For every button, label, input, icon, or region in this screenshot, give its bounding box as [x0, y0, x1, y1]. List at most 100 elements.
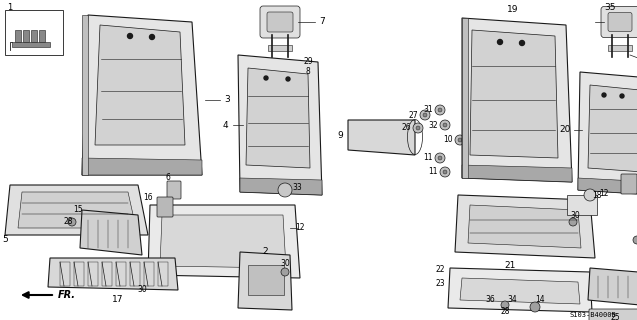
Circle shape — [438, 156, 442, 160]
Bar — [608, 44, 632, 51]
Bar — [248, 265, 284, 295]
Polygon shape — [160, 215, 286, 268]
Bar — [130, 262, 140, 286]
Circle shape — [455, 135, 465, 145]
Circle shape — [423, 113, 427, 117]
Polygon shape — [578, 72, 637, 195]
Polygon shape — [18, 192, 136, 228]
Bar — [23, 30, 29, 42]
Circle shape — [602, 93, 606, 97]
Bar — [88, 262, 98, 286]
Circle shape — [440, 167, 450, 177]
Bar — [116, 262, 126, 286]
Text: 2: 2 — [262, 247, 268, 257]
Polygon shape — [470, 30, 558, 158]
Text: S103-B4000B: S103-B4000B — [570, 312, 617, 318]
Polygon shape — [95, 25, 185, 145]
Text: 5: 5 — [2, 236, 8, 244]
Polygon shape — [578, 178, 637, 195]
Text: 11: 11 — [423, 154, 433, 163]
Bar — [5, 10, 63, 55]
FancyBboxPatch shape — [621, 174, 637, 194]
Text: 30: 30 — [280, 260, 290, 268]
Circle shape — [620, 94, 624, 98]
Circle shape — [420, 110, 430, 120]
Bar — [74, 262, 84, 286]
Text: 9: 9 — [337, 131, 343, 140]
Text: 30: 30 — [137, 285, 147, 294]
Text: 11: 11 — [428, 167, 438, 177]
Text: 30: 30 — [570, 211, 580, 220]
Text: 27: 27 — [408, 110, 418, 119]
Circle shape — [264, 76, 268, 80]
Text: 23: 23 — [435, 278, 445, 287]
FancyBboxPatch shape — [601, 6, 637, 37]
Polygon shape — [460, 278, 580, 304]
Text: 29: 29 — [303, 58, 313, 67]
Text: 12: 12 — [296, 223, 304, 233]
Polygon shape — [455, 195, 595, 258]
Circle shape — [278, 183, 292, 197]
Polygon shape — [82, 15, 88, 175]
FancyBboxPatch shape — [589, 309, 637, 320]
Text: 25: 25 — [610, 314, 620, 320]
Polygon shape — [588, 85, 637, 172]
Bar — [158, 262, 168, 286]
Circle shape — [501, 301, 509, 309]
Bar — [268, 45, 292, 51]
Circle shape — [438, 108, 442, 112]
Polygon shape — [468, 205, 581, 248]
Circle shape — [584, 189, 596, 201]
Text: 17: 17 — [112, 295, 124, 305]
Circle shape — [416, 126, 420, 130]
Circle shape — [633, 236, 637, 244]
Bar — [567, 195, 597, 215]
Text: 18: 18 — [592, 190, 602, 199]
Polygon shape — [82, 15, 202, 175]
FancyBboxPatch shape — [267, 12, 293, 32]
Text: 31: 31 — [423, 106, 433, 115]
Bar — [39, 30, 45, 42]
Text: 4: 4 — [222, 121, 228, 130]
Circle shape — [68, 218, 76, 226]
Text: 6: 6 — [166, 173, 171, 182]
Circle shape — [127, 34, 132, 38]
Circle shape — [435, 153, 445, 163]
Polygon shape — [462, 18, 468, 178]
Circle shape — [443, 170, 447, 174]
Circle shape — [443, 123, 447, 127]
Polygon shape — [238, 252, 292, 310]
Text: 20: 20 — [559, 125, 571, 134]
Polygon shape — [462, 18, 572, 182]
Circle shape — [281, 268, 289, 276]
Polygon shape — [48, 258, 178, 290]
Polygon shape — [348, 120, 415, 155]
Polygon shape — [448, 268, 592, 312]
Text: 33: 33 — [292, 183, 302, 193]
Polygon shape — [80, 210, 142, 255]
Text: 22: 22 — [435, 266, 445, 275]
FancyBboxPatch shape — [167, 181, 181, 199]
Bar — [15, 30, 21, 42]
Text: 15: 15 — [73, 205, 83, 214]
Text: 12: 12 — [599, 188, 609, 197]
Circle shape — [435, 105, 445, 115]
Bar — [60, 262, 70, 286]
Polygon shape — [240, 178, 322, 195]
Circle shape — [413, 123, 423, 133]
FancyBboxPatch shape — [608, 12, 632, 31]
Text: 35: 35 — [605, 4, 616, 12]
Polygon shape — [246, 68, 310, 168]
Polygon shape — [462, 165, 572, 182]
Bar — [31, 30, 37, 42]
Polygon shape — [148, 205, 300, 278]
Bar — [102, 262, 112, 286]
Circle shape — [569, 218, 577, 226]
Polygon shape — [5, 185, 148, 235]
Text: 32: 32 — [428, 121, 438, 130]
Circle shape — [440, 120, 450, 130]
Polygon shape — [82, 158, 202, 175]
Bar — [12, 42, 50, 47]
Circle shape — [150, 35, 155, 39]
FancyBboxPatch shape — [260, 6, 300, 38]
